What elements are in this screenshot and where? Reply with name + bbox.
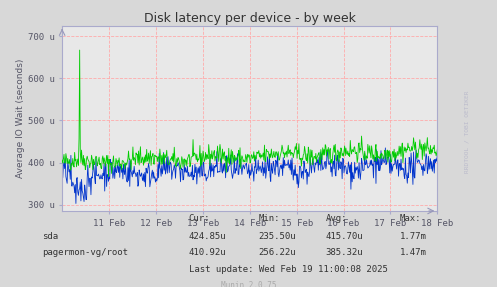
Text: Avg:: Avg: bbox=[326, 214, 347, 223]
Text: pagermon-vg/root: pagermon-vg/root bbox=[42, 248, 128, 257]
Text: 1.77m: 1.77m bbox=[400, 232, 427, 241]
Title: Disk latency per device - by week: Disk latency per device - by week bbox=[144, 12, 356, 25]
Text: 256.22u: 256.22u bbox=[258, 248, 296, 257]
Text: Last update: Wed Feb 19 11:00:08 2025: Last update: Wed Feb 19 11:00:08 2025 bbox=[189, 265, 388, 274]
Text: Max:: Max: bbox=[400, 214, 421, 223]
Text: 235.50u: 235.50u bbox=[258, 232, 296, 241]
Text: sda: sda bbox=[42, 232, 58, 241]
Text: Cur:: Cur: bbox=[189, 214, 210, 223]
Text: RRDTOOL / TOBI OETIKER: RRDTOOL / TOBI OETIKER bbox=[465, 91, 470, 173]
Text: 424.85u: 424.85u bbox=[189, 232, 227, 241]
Text: Min:: Min: bbox=[258, 214, 280, 223]
Text: Munin 2.0.75: Munin 2.0.75 bbox=[221, 281, 276, 287]
Text: 415.70u: 415.70u bbox=[326, 232, 363, 241]
Text: 1.47m: 1.47m bbox=[400, 248, 427, 257]
Text: 410.92u: 410.92u bbox=[189, 248, 227, 257]
Text: 385.32u: 385.32u bbox=[326, 248, 363, 257]
Y-axis label: Average IO Wait (seconds): Average IO Wait (seconds) bbox=[16, 59, 25, 178]
